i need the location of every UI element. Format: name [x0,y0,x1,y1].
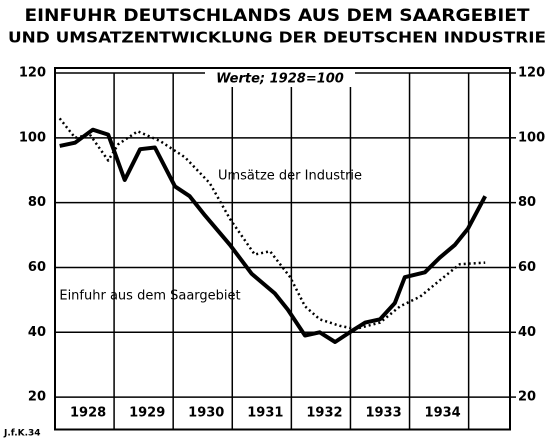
x-tick-label: 1932 [306,406,342,421]
y2-tick-label: 40 [518,325,536,340]
x-tick-label: 1928 [70,406,106,421]
y2-tick-label: 80 [518,195,536,210]
y-tick-label: 80 [28,195,46,210]
y-tick-label: 100 [19,130,46,145]
x-tick-label: 1929 [129,406,165,421]
y-tick-label: 60 [28,260,46,275]
y2-tick-label: 20 [518,390,536,405]
x-tick-label: 1934 [425,406,461,421]
y-tick-label: 40 [28,325,46,340]
plot-frame [54,67,511,431]
x-tick-label: 1933 [365,406,401,421]
y2-tick-label: 120 [518,66,545,81]
x-tick-label: 1931 [247,406,283,421]
y-tick-label: 120 [19,66,46,81]
series-label: Einfuhr aus dem Saargebiet [59,289,240,304]
credit: J.f.K.34 [3,429,41,439]
y-tick-label: 20 [28,390,46,405]
series-line [58,117,486,331]
y2-tick-label: 100 [518,130,545,145]
chart-title: UND UMSATZENTWICKLUNG DER DEUTSCHEN INDU… [8,29,546,47]
subtitle: Werte; 1928=100 [216,72,344,87]
series-label: Umsätze der Industrie [218,169,362,184]
subtitle-bg [205,71,355,87]
x-tick-label: 1930 [188,406,224,421]
y2-tick-label: 60 [518,260,536,275]
chart-title: EINFUHR DEUTSCHLANDS AUS DEM SAARGEBIET [25,6,530,26]
series-line [59,127,487,344]
